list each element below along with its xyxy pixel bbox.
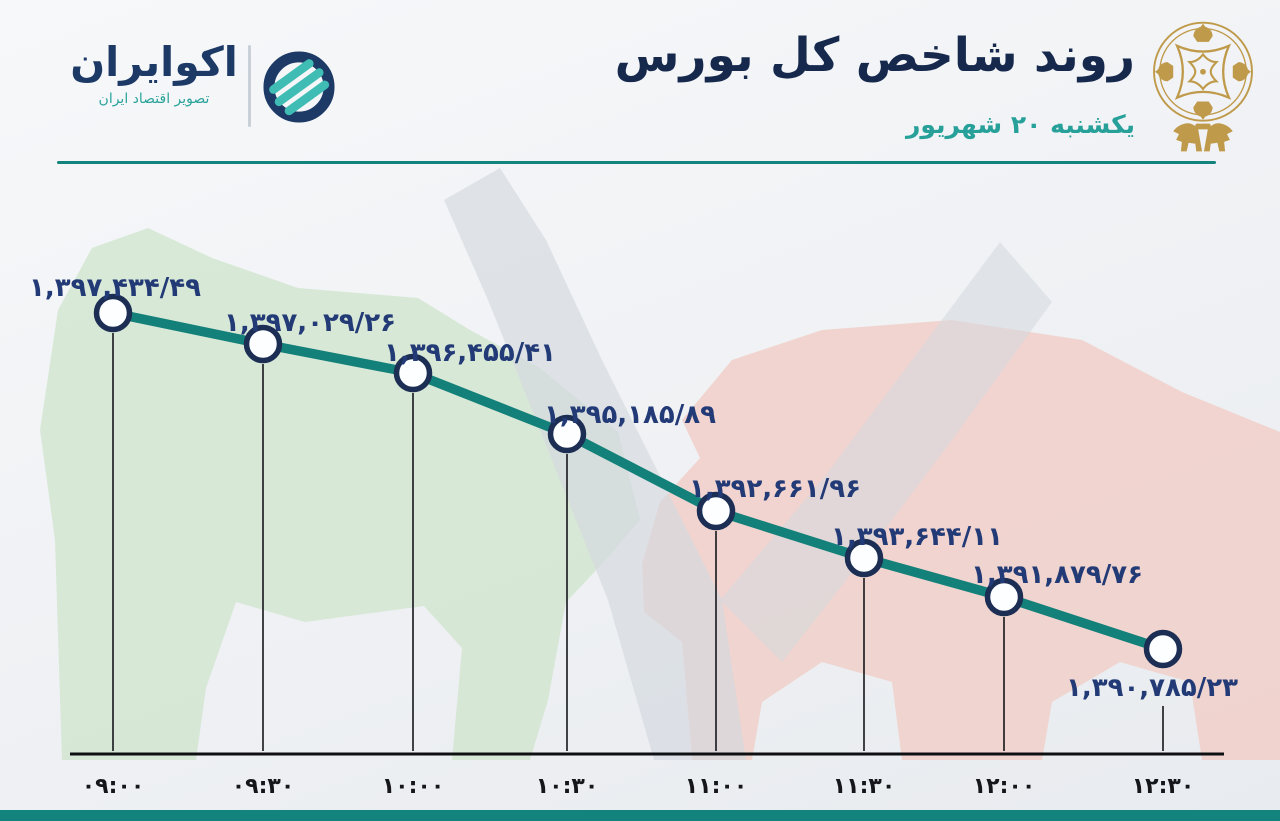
data-point <box>1143 629 1183 669</box>
footer-accent-bar <box>0 810 1280 821</box>
x-axis-tick-label: ۱۲:۰۰ <box>973 774 1036 799</box>
x-axis-tick-label: ۰۹:۳۰ <box>232 774 295 799</box>
trend-line <box>108 308 1168 654</box>
brand-block: اکوایران تصویر اقتصاد ایران <box>68 38 240 108</box>
stock-exchange-emblem-icon <box>1153 21 1253 152</box>
data-point <box>393 353 433 393</box>
x-axis-tick-label: ۰۹:۰۰ <box>82 774 145 799</box>
x-axis-tick-label: ۱۱:۰۰ <box>685 774 748 799</box>
lightning-bolt-shape <box>444 168 746 760</box>
lightning-bolt-shape-2 <box>720 242 1052 662</box>
brand-name: اکوایران <box>70 38 238 86</box>
data-point <box>696 491 736 531</box>
data-point-value-label: ۱,۳۹۷,۰۲۹/۲۶ <box>224 308 396 338</box>
page-title: روند شاخص کل بورس <box>614 28 1135 83</box>
data-point <box>93 293 133 333</box>
x-axis-tick-label: ۱۱:۳۰ <box>833 774 896 799</box>
header-separator-line <box>57 161 1216 164</box>
data-point <box>844 538 884 578</box>
data-point <box>547 414 587 454</box>
data-point-value-label: ۱,۳۹۰,۷۸۵/۲۳ <box>1066 673 1238 703</box>
ecoiran-logo-icon <box>263 51 335 123</box>
x-axis-tick-label: ۱۰:۰۰ <box>382 774 445 799</box>
data-point-value-label: ۱,۳۹۲,۶۶۱/۹۶ <box>689 474 861 504</box>
x-axis-tick-label: ۱۰:۳۰ <box>536 774 599 799</box>
x-axis-tick-label: ۱۲:۳۰ <box>1132 774 1195 799</box>
data-point-value-label: ۱,۳۹۷,۴۳۴/۴۹ <box>29 273 201 303</box>
brand-divider <box>248 45 251 127</box>
bull-silhouette <box>40 228 640 760</box>
brand-tagline: تصویر اقتصاد ایران <box>98 91 210 108</box>
data-point <box>243 324 283 364</box>
bear-silhouette <box>642 320 1280 760</box>
data-point-value-label: ۱,۳۹۶,۴۵۵/۴۱ <box>384 338 556 368</box>
data-point <box>984 577 1024 617</box>
data-point-value-label: ۱,۳۹۳,۶۴۴/۱۱ <box>831 522 1003 552</box>
data-point-value-label: ۱,۳۹۵,۱۸۵/۸۹ <box>544 400 716 430</box>
data-point-value-label: ۱,۳۹۱,۸۷۹/۷۶ <box>971 560 1143 590</box>
page-date: یکشنبه ۲۰ شهریور <box>906 110 1135 139</box>
